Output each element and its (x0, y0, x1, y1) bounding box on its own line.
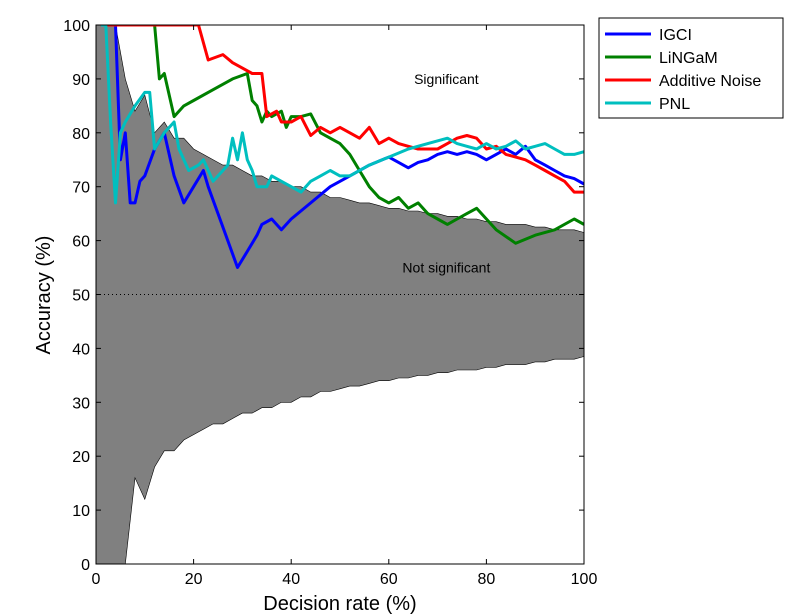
x-tick-label: 40 (282, 571, 300, 588)
x-tick-label: 100 (571, 571, 598, 588)
y-tick-label: 100 (63, 18, 90, 35)
x-tick-label: 60 (380, 571, 398, 588)
y-tick-label: 80 (72, 126, 90, 143)
y-tick-label: 10 (72, 503, 90, 520)
series-line-3 (100, 25, 584, 205)
y-tick-label: 70 (72, 180, 90, 197)
legend-label-0: IGCI (659, 27, 692, 44)
y-tick-label: 40 (72, 341, 90, 358)
y-tick-label: 90 (72, 72, 90, 89)
y-tick-label: 50 (72, 288, 90, 305)
x-tick-label: 20 (185, 571, 203, 588)
annotation-significant: Significant (414, 71, 479, 87)
x-axis-label: Decision rate (%) (263, 593, 416, 615)
legend-label-3: PNL (659, 96, 690, 113)
y-tick-label: 0 (81, 557, 90, 574)
y-tick-label: 20 (72, 449, 90, 466)
y-tick-label: 60 (72, 234, 90, 251)
annotation-not-significant: Not significant (402, 260, 490, 276)
legend-label-2: Additive Noise (659, 73, 761, 90)
series-line-1 (100, 25, 584, 245)
y-tick-label: 30 (72, 395, 90, 412)
y-axis-label: Accuracy (%) (33, 236, 55, 355)
legend-label-1: LiNGaM (659, 50, 718, 67)
series-line-2 (100, 25, 584, 194)
x-tick-label: 80 (478, 571, 496, 588)
x-tick-label: 0 (92, 571, 101, 588)
